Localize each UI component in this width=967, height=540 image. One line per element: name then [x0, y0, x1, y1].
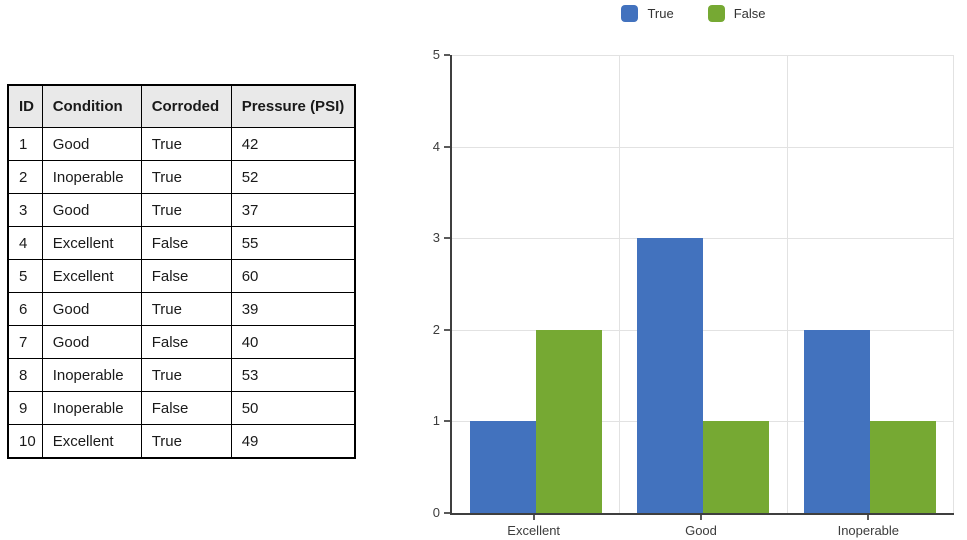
table-row: 6 Good True 39: [7, 292, 356, 326]
gridline-horizontal: [452, 329, 954, 331]
table-body: 1 Good True 42 2 Inoperable True 52 3 Good True 37 4…: [7, 127, 356, 459]
table-row: 9 Inoperable False 50: [7, 391, 356, 425]
table-cell: Excellent: [41, 259, 142, 293]
table-cell: True: [140, 193, 232, 227]
table-cell: 39: [230, 292, 356, 326]
x-axis-tick: [867, 515, 870, 520]
table-cell: Good: [41, 127, 142, 161]
column-header-condition: Condition: [41, 84, 142, 128]
bar-false-excellent: [535, 329, 602, 513]
gridline-vertical: [953, 55, 954, 513]
x-axis-label: Excellent: [507, 523, 561, 538]
gridline-vertical: [619, 55, 621, 513]
table-cell: 55: [230, 226, 356, 260]
bar-chart: True False 0 1 2 3 4 5 Excellent Good Inoperable: [420, 0, 967, 540]
bar-false-inoperable: [870, 421, 937, 513]
y-axis-tick: [444, 145, 450, 148]
table-cell: 5: [7, 259, 43, 293]
table-cell: Good: [41, 193, 142, 227]
table-cell: 50: [230, 391, 356, 425]
x-axis-tick: [700, 515, 702, 520]
table-cell: 49: [230, 424, 356, 459]
bar-false-good: [703, 421, 769, 513]
table-cell: 53: [230, 358, 356, 392]
table-cell: True: [140, 127, 232, 161]
table-cell: Inoperable: [41, 358, 142, 392]
table-cell: 60: [230, 259, 356, 293]
bar-true-excellent: [469, 421, 536, 513]
table-cell: 3: [7, 193, 43, 227]
gridline-horizontal: [452, 238, 954, 240]
table-cell: 9: [7, 391, 43, 425]
y-axis-label: 0: [432, 505, 440, 520]
y-axis-label: 3: [432, 230, 440, 246]
table-row: 5 Excellent False 60: [7, 259, 356, 293]
table-cell: Excellent: [41, 226, 142, 260]
table-cell: False: [140, 259, 232, 293]
table-row: 10 Excellent True 49: [7, 424, 356, 459]
y-axis-tick: [444, 512, 450, 514]
table-cell: 42: [230, 127, 356, 161]
table-cell: 8: [7, 358, 43, 392]
x-axis-tick: [532, 515, 535, 520]
table-cell: Inoperable: [41, 160, 142, 194]
table-cell: False: [140, 226, 232, 260]
y-axis-tick: [444, 237, 450, 240]
table-row: 4 Excellent False 55: [7, 226, 356, 260]
column-header-id: ID: [7, 84, 43, 128]
table-row: 3 Good True 37: [7, 193, 356, 227]
table-cell: True: [140, 358, 232, 392]
table-cell: 6: [7, 292, 43, 326]
table-cell: 2: [7, 160, 43, 194]
table-cell: 37: [230, 193, 356, 227]
y-axis-label: 1: [432, 413, 440, 429]
legend-label: False: [733, 6, 766, 21]
table-cell: Good: [41, 292, 142, 326]
y-axis-tick: [444, 328, 450, 331]
data-table: ID Condition Corroded Pressure (PSI) 1 Go…: [7, 84, 357, 459]
plot-area: [450, 55, 954, 515]
y-axis-tick: [444, 54, 450, 56]
table-header-row: ID Condition Corroded Pressure (PSI): [7, 84, 356, 128]
y-axis-label: 4: [432, 138, 440, 154]
gridline-vertical: [786, 55, 788, 513]
table-row: 7 Good False 40: [7, 325, 356, 359]
x-axis-label: Good: [685, 523, 717, 538]
table-row: 2 Inoperable True 52: [7, 160, 356, 194]
table-cell: True: [140, 292, 232, 326]
y-axis-label: 5: [432, 47, 440, 62]
table-cell: 52: [230, 160, 356, 194]
legend-item-true: True: [621, 5, 674, 22]
chart-legend: True False: [420, 5, 967, 22]
table-cell: True: [140, 424, 232, 459]
inspection-table: ID Condition Corroded Pressure (PSI) 1 Go…: [7, 84, 357, 459]
table-cell: Inoperable: [41, 391, 142, 425]
y-axis-label: 2: [432, 321, 440, 337]
legend-swatch-true: [621, 5, 639, 22]
table-cell: 4: [7, 226, 43, 260]
table-cell: 1: [7, 127, 43, 161]
table-row: 1 Good True 42: [7, 127, 356, 161]
table-cell: 7: [7, 325, 43, 359]
table-cell: False: [140, 391, 232, 425]
table-cell: True: [140, 160, 232, 194]
table-row: 8 Inoperable True 53: [7, 358, 356, 392]
gridline-horizontal: [452, 146, 954, 148]
bar-true-good: [637, 238, 703, 513]
legend-swatch-false: [707, 5, 725, 22]
table-cell: 40: [230, 325, 356, 359]
y-axis-tick: [444, 420, 450, 423]
table-cell: Excellent: [41, 424, 142, 459]
legend-item-false: False: [707, 5, 766, 22]
x-axis-label: Inoperable: [837, 523, 900, 538]
table-cell: False: [140, 325, 232, 359]
table-cell: 10: [7, 424, 43, 459]
legend-label: True: [647, 6, 674, 21]
bar-true-inoperable: [804, 329, 871, 513]
table-cell: Good: [41, 325, 142, 359]
column-header-corroded: Corroded: [140, 84, 232, 128]
column-header-pressure: Pressure (PSI): [230, 84, 356, 128]
gridline-horizontal: [452, 55, 954, 56]
